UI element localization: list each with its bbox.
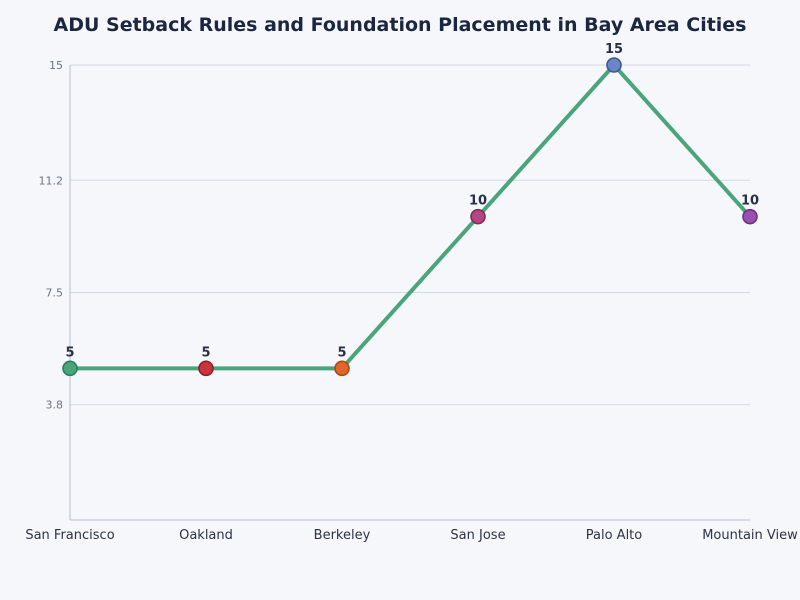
data-point (742, 208, 758, 225)
x-tick-label: San Francisco (25, 528, 114, 543)
data-label: 10 (469, 194, 487, 209)
x-tick-label: San Jose (450, 528, 505, 543)
y-tick-label: 3.8 (46, 399, 64, 412)
data-point (334, 360, 350, 377)
data-point (198, 360, 214, 377)
x-tick-label: Mountain View (702, 528, 798, 543)
data-label: 5 (201, 345, 210, 360)
y-tick-label: 15 (49, 59, 63, 72)
data-point (62, 360, 78, 377)
series-line (68, 63, 752, 371)
data-label: 15 (605, 42, 623, 57)
x-tick-label: Oakland (179, 528, 233, 543)
data-point (470, 208, 486, 225)
data-label: 5 (65, 345, 74, 360)
chart-title: ADU Setback Rules and Foundation Placeme… (53, 14, 747, 36)
data-point (606, 57, 622, 73)
y-tick-label: 7.5 (46, 287, 64, 300)
data-label: 5 (337, 345, 346, 360)
y-tick-label: 11.2 (39, 174, 64, 187)
x-tick-label: Palo Alto (586, 528, 643, 543)
x-tick-label: Berkeley (314, 528, 371, 543)
data-label: 10 (741, 194, 759, 209)
